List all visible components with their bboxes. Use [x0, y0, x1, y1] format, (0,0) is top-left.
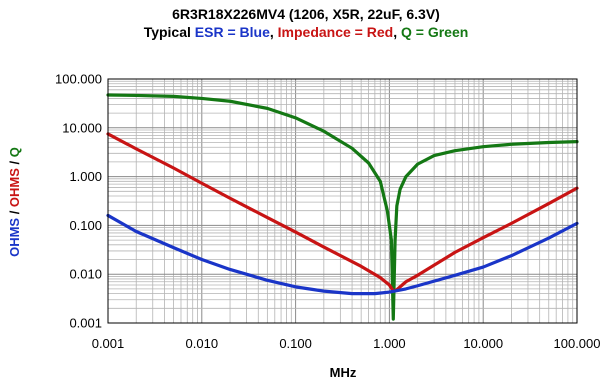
subtitle-part: Typical [144, 24, 195, 40]
y-tick-label: 100.000 [55, 72, 102, 87]
x-tick-label: 10.000 [463, 336, 503, 351]
y-label-part: OHMS [7, 168, 22, 207]
y-tick-label: 10.000 [62, 120, 102, 135]
y-label-part: Q [7, 147, 22, 157]
y-tick-label: 1.000 [69, 169, 102, 184]
subtitle-part: , [393, 24, 401, 40]
x-axis-ticks: 0.001 0.010 0.100 1.000 10.000 100.000 [92, 336, 601, 351]
x-axis-label: MHz [330, 365, 357, 380]
y-label-part: OHMS [7, 218, 22, 257]
y-axis-ticks: 0.001 0.010 0.100 1.000 10.000 100.000 [55, 72, 102, 331]
subtitle-part: ESR = Blue [195, 24, 270, 40]
chart-subtitle: Typical ESR = Blue, Impedance = Red, Q =… [144, 24, 469, 40]
x-tick-label: 1.000 [373, 336, 406, 351]
subtitle-part: , [270, 24, 278, 40]
plot-frame [107, 78, 578, 324]
x-tick-label: 100.000 [554, 336, 601, 351]
series-line-0 [106, 93, 579, 321]
plot-area [108, 79, 577, 323]
x-tick-label: 0.010 [186, 336, 219, 351]
series-layer [106, 93, 579, 321]
subtitle-part: Impedance = Red [278, 24, 394, 40]
y-tick-label: 0.001 [69, 316, 102, 331]
y-label-part: / [7, 157, 22, 168]
y-tick-label: 0.010 [69, 267, 102, 282]
y-label-part: / [7, 207, 22, 218]
series-line-2 [106, 213, 579, 296]
series-line-1 [106, 132, 579, 293]
x-tick-label: 0.100 [279, 336, 312, 351]
y-tick-label: 0.100 [69, 218, 102, 233]
grid [107, 79, 577, 324]
subtitle-part: Q = Green [401, 24, 468, 40]
y-axis-label: OHMS / OHMS / Q [7, 147, 22, 257]
x-tick-label: 0.001 [92, 336, 125, 351]
chart-title: 6R3R18X226MV4 (1206, X5R, 22uF, 6.3V) [172, 6, 440, 22]
